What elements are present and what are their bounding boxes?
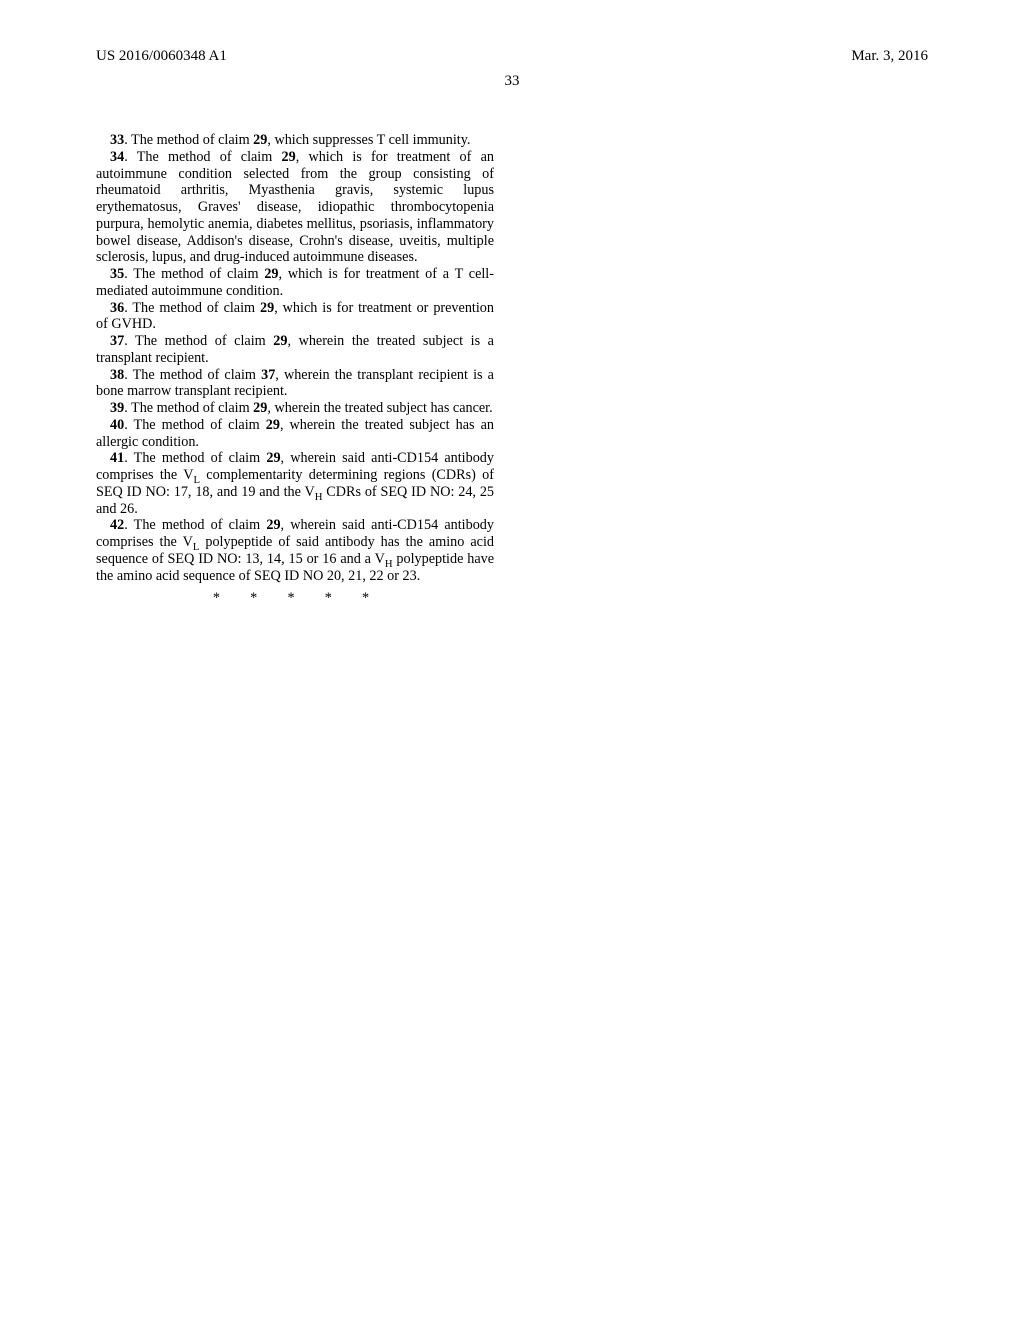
claim-text-a: . The method of claim — [124, 333, 273, 349]
claim-number: 39 — [110, 400, 124, 416]
claim-35: 35. The method of claim 29, which is for… — [96, 266, 494, 300]
claim-text-a: . The method of claim — [124, 417, 266, 433]
claim-ref: 29 — [266, 450, 280, 466]
claim-38: 38. The method of claim 37, wherein the … — [96, 367, 494, 401]
claim-number: 33 — [110, 132, 124, 148]
publication-number: US 2016/0060348 A1 — [96, 48, 227, 65]
claim-ref: 29 — [266, 417, 280, 433]
page: US 2016/0060348 A1 Mar. 3, 2016 33 33. T… — [0, 0, 1024, 607]
claim-text-b: , which is for treatment of an autoimmun… — [96, 149, 494, 266]
page-number: 33 — [96, 73, 928, 90]
claim-number: 37 — [110, 333, 124, 349]
claim-text-a: . The method of claim — [124, 367, 261, 383]
claim-ref: 29 — [253, 400, 267, 416]
claim-36: 36. The method of claim 29, which is for… — [96, 300, 494, 334]
publication-date: Mar. 3, 2016 — [851, 48, 928, 65]
claim-33: 33. The method of claim 29, which suppre… — [96, 132, 494, 149]
claim-ref: 37 — [261, 367, 275, 383]
claim-number: 35 — [110, 266, 124, 282]
claim-text-a: . The method of claim — [124, 266, 264, 282]
claim-ref: 29 — [264, 266, 278, 282]
claim-37: 37. The method of claim 29, wherein the … — [96, 333, 494, 367]
claim-number: 36 — [110, 300, 124, 316]
claim-number: 41 — [110, 450, 124, 466]
claim-text-a: . The method of claim — [124, 450, 266, 466]
claim-text-a: . The method of claim — [124, 517, 266, 533]
claim-34: 34. The method of claim 29, which is for… — [96, 149, 494, 266]
claim-text-a: . The method of claim — [124, 400, 253, 416]
claim-text-b: , which suppresses T cell immunity. — [267, 132, 470, 148]
claim-text-a: . The method of claim — [124, 300, 260, 316]
claim-text-b: , wherein the treated subject has cancer… — [267, 400, 492, 416]
claim-ref: 29 — [282, 149, 296, 165]
end-stars: * * * * * — [96, 590, 494, 607]
claim-ref: 29 — [273, 333, 287, 349]
claim-number: 40 — [110, 417, 124, 433]
claim-ref: 29 — [260, 300, 274, 316]
claim-41: 41. The method of claim 29, wherein said… — [96, 450, 494, 517]
claim-text-a: . The method of claim — [124, 132, 253, 148]
claims-column: 33. The method of claim 29, which suppre… — [96, 132, 494, 607]
header-row: US 2016/0060348 A1 Mar. 3, 2016 — [96, 48, 928, 65]
claim-40: 40. The method of claim 29, wherein the … — [96, 417, 494, 451]
claim-ref: 29 — [266, 517, 280, 533]
claim-text-a: . The method of claim — [124, 149, 281, 165]
claim-number: 34 — [110, 149, 124, 165]
claim-39: 39. The method of claim 29, wherein the … — [96, 400, 494, 417]
claim-ref: 29 — [253, 132, 267, 148]
claim-42: 42. The method of claim 29, wherein said… — [96, 517, 494, 584]
claim-number: 42 — [110, 517, 124, 533]
claim-number: 38 — [110, 367, 124, 383]
